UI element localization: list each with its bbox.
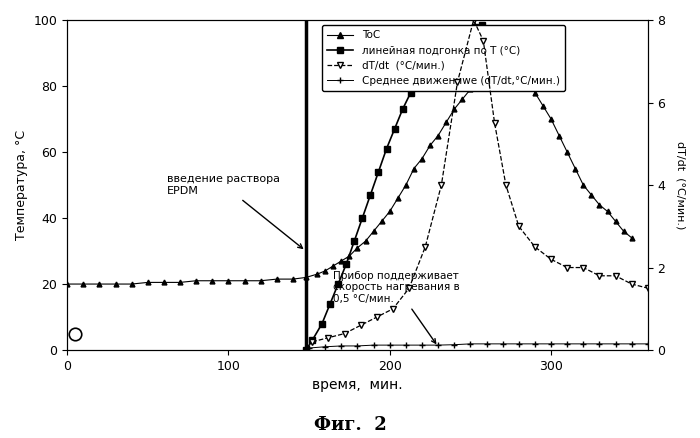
Среднее движениwе (dT/dt,°C/мин.): [370, 343, 378, 348]
линейная подгонка по T (°C): [358, 215, 367, 221]
dT/dt  (°C/мин.): [502, 182, 510, 187]
ToC: [79, 282, 88, 287]
dT/dt  (°C/мин.): [389, 306, 397, 311]
ToC: [531, 90, 539, 95]
Среднее движениwе (dT/dt,°C/мин.): [563, 341, 571, 346]
Line: ToC: ToC: [64, 57, 634, 286]
ToC: [498, 57, 507, 62]
Text: введение раствора
EPDM: введение раствора EPDM: [167, 174, 302, 248]
ToC: [627, 235, 636, 240]
Среднее движениwе (dT/dt,°C/мин.): [627, 341, 636, 346]
dT/dt  (°C/мин.): [595, 273, 603, 279]
Среднее движениwе (dT/dt,°C/мин.): [579, 341, 587, 346]
линейная подгонка по T (°C): [308, 338, 316, 343]
Среднее движениwе (dT/dt,°C/мин.): [450, 342, 459, 347]
dT/dt  (°C/мин.): [514, 224, 523, 229]
dT/dt  (°C/мин.): [611, 273, 620, 279]
линейная подгонка по T (°C): [334, 282, 342, 287]
линейная подгонка по T (°C): [407, 90, 415, 95]
dT/dt  (°C/мин.): [491, 120, 499, 126]
линейная подгонка по T (°C): [477, 22, 486, 28]
Среднее движениwе (dT/dt,°C/мин.): [482, 341, 491, 346]
Среднее движениwе (dT/dt,°C/мин.): [402, 343, 410, 348]
линейная подгонка по T (°C): [471, 24, 480, 29]
линейная подгонка по T (°C): [455, 31, 463, 36]
Line: dT/dt  (°C/мин.): dT/dt (°C/мин.): [309, 17, 651, 345]
Среднее движениwе (dT/dt,°C/мин.): [305, 346, 314, 351]
Y-axis label: Температура, °C: Температура, °C: [15, 130, 28, 240]
dT/dt  (°C/мин.): [579, 265, 587, 270]
dT/dt  (°C/мин.): [340, 331, 349, 336]
ToC: [63, 282, 71, 287]
dT/dt  (°C/мин.): [372, 314, 381, 320]
Среднее движениwе (dT/dt,°C/мин.): [643, 341, 652, 346]
ToC: [475, 74, 483, 79]
Среднее движениwе (dT/dt,°C/мин.): [611, 341, 620, 346]
X-axis label: время,  мин.: время, мин.: [312, 378, 402, 392]
Среднее движениwе (dT/dt,°C/мин.): [337, 343, 346, 349]
линейная подгонка по T (°C): [326, 301, 335, 307]
линейная подгонка по T (°C): [414, 77, 423, 82]
Среднее движениwе (dT/dt,°C/мин.): [514, 341, 523, 346]
Line: Среднее движениwе (dT/dt,°C/мин.): Среднее движениwе (dT/dt,°C/мин.): [306, 340, 651, 351]
линейная подгонка по T (°C): [398, 106, 407, 112]
линейная подгонка по T (°C): [302, 347, 310, 353]
dT/dt  (°C/мин.): [454, 79, 462, 85]
dT/dt  (°C/мин.): [405, 286, 413, 291]
Среднее движениwе (dT/dt,°C/мин.): [434, 343, 442, 348]
линейная подгонка по T (°C): [342, 261, 351, 267]
dT/dt  (°C/мин.): [479, 38, 487, 43]
линейная подгонка по T (°C): [350, 239, 358, 244]
Legend: ToC, линейная подгонка по T (°C), dT/dt  (°C/мин.), Среднее движениwе (dT/dt,°C/: ToC, линейная подгонка по T (°C), dT/dt …: [322, 25, 565, 91]
Среднее движениwе (dT/dt,°C/мин.): [418, 343, 426, 348]
линейная подгонка по T (°C): [374, 169, 383, 174]
линейная подгонка по T (°C): [391, 126, 399, 131]
Среднее движениwе (dT/dt,°C/мин.): [386, 343, 394, 348]
Text: Прибор поддерживает
скорость нагревания в
0,5 °C/мин.: Прибор поддерживает скорость нагревания …: [333, 271, 460, 343]
ToC: [345, 253, 354, 258]
Среднее движениwе (dT/dt,°C/мин.): [466, 341, 475, 346]
dT/dt  (°C/мин.): [324, 335, 332, 340]
линейная подгонка по T (°C): [463, 27, 471, 32]
Среднее движениwе (dT/dt,°C/мин.): [595, 341, 603, 346]
dT/dt  (°C/мин.): [547, 257, 555, 262]
линейная подгонка по T (°C): [439, 44, 447, 49]
Среднее движениwе (dT/dt,°C/мин.): [354, 343, 362, 349]
линейная подгонка по T (°C): [318, 321, 326, 326]
dT/dt  (°C/мин.): [421, 244, 429, 250]
Среднее движениwе (dT/dt,°C/мин.): [321, 344, 330, 350]
Y-axis label: dT/dt  (°C/мин.): dT/dt (°C/мин.): [675, 141, 685, 229]
dT/dt  (°C/мин.): [643, 286, 652, 291]
ToC: [434, 133, 442, 138]
Среднее движениwе (dT/dt,°C/мин.): [498, 341, 507, 346]
dT/dt  (°C/мин.): [531, 244, 539, 250]
ToC: [458, 97, 466, 102]
dT/dt  (°C/мин.): [438, 182, 446, 187]
dT/dt  (°C/мин.): [563, 265, 571, 270]
линейная подгонка по T (°C): [447, 37, 455, 42]
dT/dt  (°C/мин.): [308, 339, 316, 344]
линейная подгонка по T (°C): [430, 54, 439, 59]
dT/dt  (°C/мин.): [470, 18, 478, 23]
линейная подгонка по T (°C): [423, 64, 431, 69]
линейная подгонка по T (°C): [366, 192, 375, 198]
Line: линейная подгонка по T (°C): линейная подгонка по T (°C): [303, 22, 484, 353]
линейная подгонка по T (°C): [382, 146, 391, 152]
Text: Фиг.  2: Фиг. 2: [314, 416, 386, 434]
Среднее движениwе (dT/dt,°C/мин.): [531, 341, 539, 346]
Среднее движениwе (dT/dt,°C/мин.): [547, 341, 555, 346]
dT/dt  (°C/мин.): [356, 323, 365, 328]
dT/dt  (°C/мин.): [627, 282, 636, 287]
